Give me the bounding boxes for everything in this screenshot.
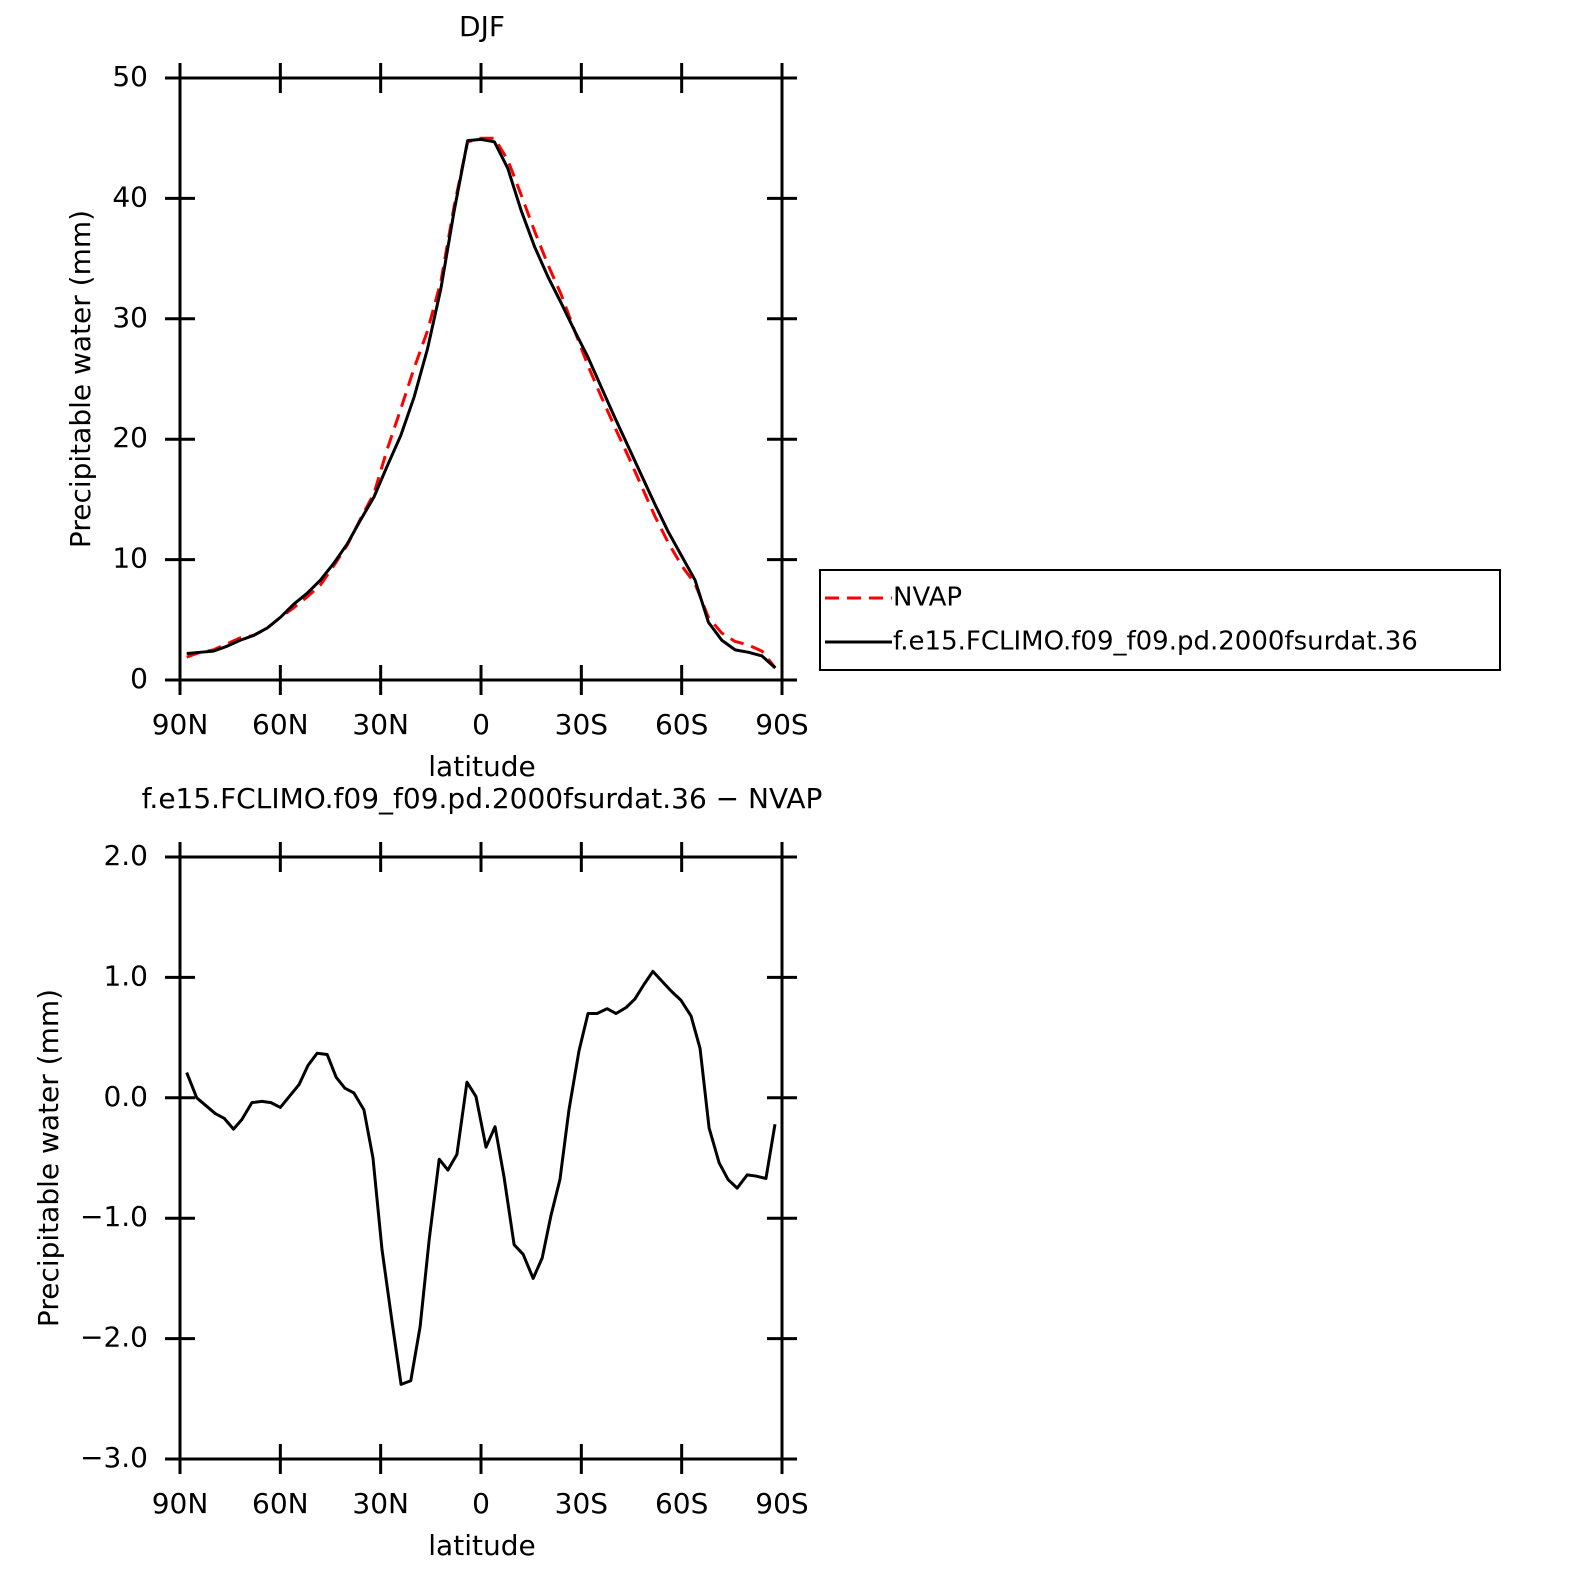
data-line <box>186 136 777 669</box>
y-tick-label: −1.0 <box>80 1200 148 1233</box>
x-tick-label: 60S <box>655 708 708 741</box>
x-axis-label: latitude <box>428 1529 535 1562</box>
y-tick-label: 10 <box>112 542 148 575</box>
legend-label: f.e15.FCLIMO.f09_f09.pd.2000fsurdat.36 <box>893 627 1418 657</box>
y-axis-label: Precipitable water (mm) <box>32 989 65 1327</box>
data-line <box>186 137 777 670</box>
plot-frame <box>178 855 784 1461</box>
y-tick-label: 0 <box>130 662 148 695</box>
x-tick-label: 30S <box>555 708 608 741</box>
chart-title: f.e15.FCLIMO.f09_f09.pd.2000fsurdat.36 −… <box>142 782 823 815</box>
y-tick-label: 2.0 <box>103 839 148 872</box>
x-tick-label: 60N <box>252 708 309 741</box>
x-tick-label: 60S <box>655 1487 708 1520</box>
y-tick-label: 0.0 <box>103 1080 148 1113</box>
x-tick-label: 30S <box>555 1487 608 1520</box>
y-tick-label: −3.0 <box>80 1441 148 1474</box>
y-axis-label: Precipitable water (mm) <box>64 210 97 548</box>
x-tick-label: 30N <box>352 1487 409 1520</box>
x-tick-label: 0 <box>472 1487 490 1520</box>
y-tick-label: 50 <box>112 60 148 93</box>
x-tick-label: 90S <box>755 708 808 741</box>
x-tick-label: 90S <box>755 1487 808 1520</box>
data-line <box>185 969 777 1386</box>
y-tick-label: −2.0 <box>80 1321 148 1354</box>
y-tick-label: 30 <box>112 301 148 334</box>
chart-title: DJF <box>459 10 505 43</box>
y-tick-label: 40 <box>112 180 148 213</box>
x-tick-label: 90N <box>152 1487 209 1520</box>
y-tick-label: 20 <box>112 421 148 454</box>
y-tick-label: 1.0 <box>103 959 148 992</box>
x-tick-label: 90N <box>152 708 209 741</box>
x-tick-label: 0 <box>472 708 490 741</box>
x-tick-label: 30N <box>352 708 409 741</box>
x-axis-label: latitude <box>428 750 535 783</box>
legend-box <box>819 569 1501 671</box>
x-tick-label: 60N <box>252 1487 309 1520</box>
plot-frame <box>178 76 784 682</box>
legend-label: NVAP <box>893 583 962 613</box>
